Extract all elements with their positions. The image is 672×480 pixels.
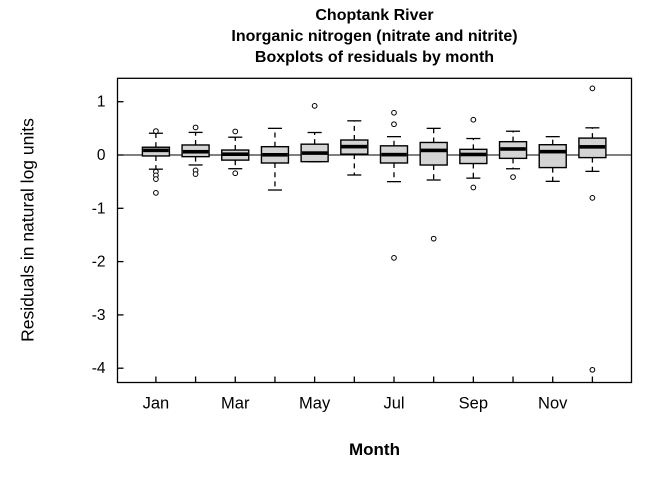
svg-text:1: 1 (97, 94, 106, 111)
svg-text:Jan: Jan (143, 395, 170, 413)
svg-text:-1: -1 (92, 200, 106, 217)
svg-text:-3: -3 (92, 307, 106, 324)
svg-text:Mar: Mar (221, 395, 250, 413)
svg-text:0: 0 (97, 147, 106, 164)
svg-text:Sep: Sep (459, 395, 488, 413)
svg-text:May: May (299, 395, 331, 413)
svg-text:-2: -2 (92, 254, 106, 271)
svg-text:Jul: Jul (383, 395, 404, 413)
svg-text:Nov: Nov (538, 395, 568, 413)
svg-text:-4: -4 (92, 360, 106, 377)
